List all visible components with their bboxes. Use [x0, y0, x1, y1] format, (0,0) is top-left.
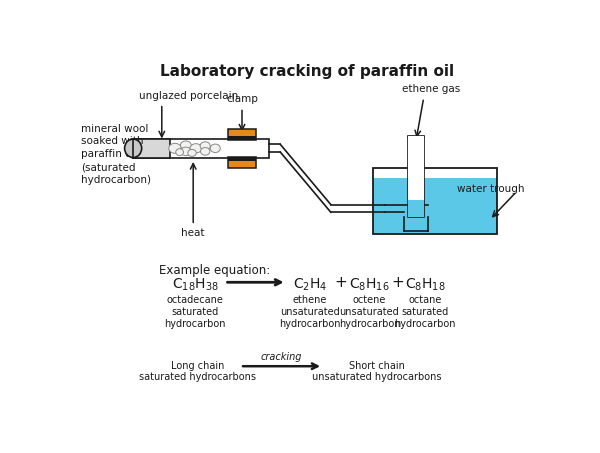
Text: +: + — [334, 275, 347, 290]
Text: ethene
unsaturated
hydrocarbon: ethene unsaturated hydrocarbon — [279, 295, 341, 328]
Text: Laboratory cracking of paraffin oil: Laboratory cracking of paraffin oil — [160, 63, 455, 79]
Bar — [133, 139, 269, 158]
Bar — [133, 139, 170, 158]
Bar — [408, 200, 424, 217]
Text: $\mathregular{C_{8}H_{18}}$: $\mathregular{C_{8}H_{18}}$ — [405, 276, 446, 293]
Ellipse shape — [188, 149, 196, 156]
Ellipse shape — [125, 139, 142, 158]
Bar — [373, 169, 497, 234]
Text: mineral wool
soaked with
paraffin oil
(saturated
hydrocarbon): mineral wool soaked with paraffin oil (s… — [81, 124, 151, 185]
Text: Long chain
saturated hydrocarbons: Long chain saturated hydrocarbons — [139, 361, 256, 382]
Bar — [229, 129, 256, 140]
Ellipse shape — [200, 142, 210, 150]
Bar — [229, 157, 256, 161]
Text: ethene gas: ethene gas — [403, 84, 461, 94]
Bar — [229, 157, 256, 168]
Ellipse shape — [181, 147, 191, 156]
Text: heat: heat — [181, 227, 205, 238]
Text: Short chain
unsaturated hydrocarbons: Short chain unsaturated hydrocarbons — [313, 361, 442, 382]
Text: $\mathregular{C_{2}H_{4}}$: $\mathregular{C_{2}H_{4}}$ — [293, 276, 327, 293]
Bar — [229, 136, 256, 140]
Bar — [373, 178, 497, 234]
Text: clamp: clamp — [226, 94, 258, 104]
Ellipse shape — [169, 143, 181, 153]
Text: octane
saturated
hydrocarbon: octane saturated hydrocarbon — [395, 295, 456, 328]
Text: $\mathregular{C_{18}H_{38}}$: $\mathregular{C_{18}H_{38}}$ — [172, 276, 218, 293]
Ellipse shape — [200, 148, 210, 155]
Text: Example equation:: Example equation: — [158, 264, 270, 277]
Ellipse shape — [190, 144, 202, 153]
Text: water trough: water trough — [457, 184, 524, 194]
Bar — [408, 136, 424, 217]
Ellipse shape — [210, 144, 220, 153]
Bar — [133, 139, 170, 158]
Ellipse shape — [176, 149, 184, 156]
Text: octene
unsaturated
hydrocarbon: octene unsaturated hydrocarbon — [339, 295, 400, 328]
Ellipse shape — [181, 141, 191, 149]
Text: $\mathregular{C_{8}H_{16}}$: $\mathregular{C_{8}H_{16}}$ — [349, 276, 390, 293]
Bar — [408, 136, 424, 200]
Text: unglazed porcelain: unglazed porcelain — [139, 91, 238, 101]
Text: +: + — [392, 275, 404, 290]
Text: cracking: cracking — [261, 352, 302, 361]
Text: octadecane
saturated
hydrocarbon: octadecane saturated hydrocarbon — [164, 295, 226, 328]
